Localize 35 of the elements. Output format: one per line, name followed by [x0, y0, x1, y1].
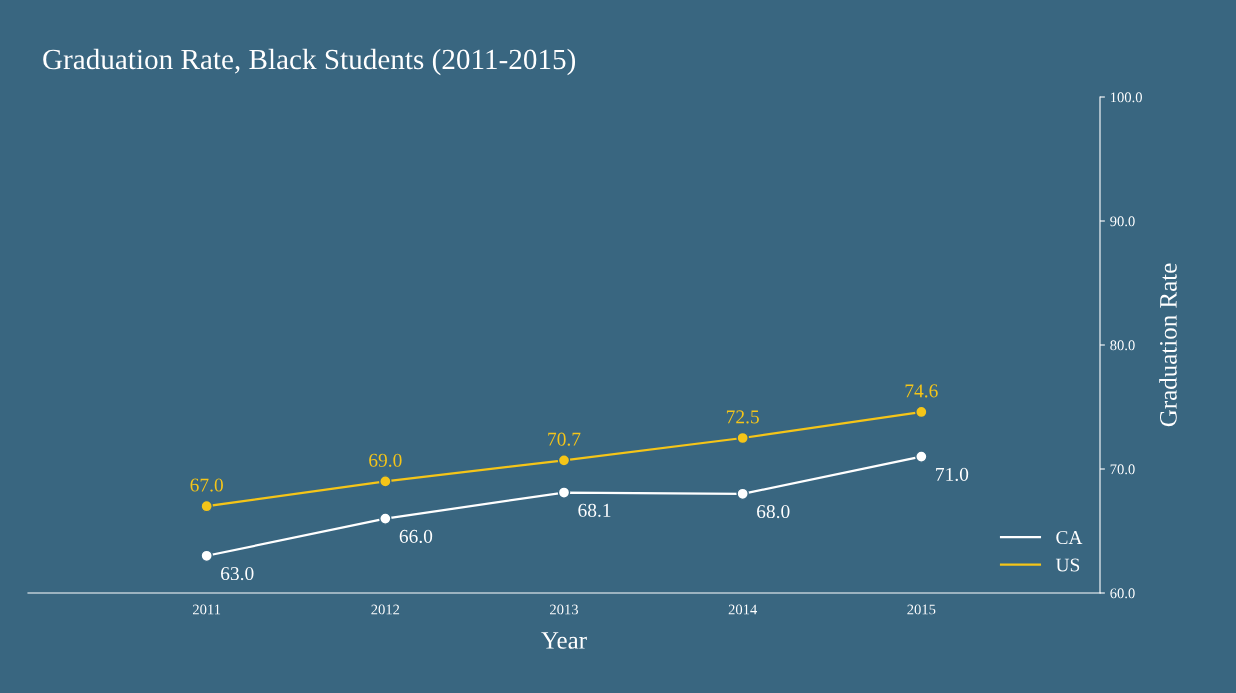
data-label: 69.0: [369, 453, 402, 467]
point: [557, 486, 571, 499]
y-tick-label: 90.0: [1110, 216, 1135, 227]
x-tick-label: 2013: [550, 604, 579, 615]
data-label: 63.0: [221, 566, 254, 581]
x-tick-label: 2014: [728, 604, 758, 615]
point: [379, 512, 392, 525]
data-label: 71.0: [936, 467, 969, 481]
y-tick-label: 60.0: [1110, 588, 1135, 599]
data-label: 72.5: [726, 410, 759, 424]
point: [915, 405, 928, 419]
legend-label: US: [1055, 558, 1080, 572]
data-label: 70.7: [548, 432, 581, 446]
data-label: 66.0: [399, 529, 433, 543]
y-tick-label: 70.0: [1110, 464, 1135, 475]
data-label: 74.6: [905, 384, 938, 398]
y-tick-label: 100.0: [1111, 92, 1142, 103]
data-label: 67.0: [190, 478, 223, 492]
point: [736, 487, 749, 501]
y-tick-label: 80.0: [1110, 340, 1135, 351]
x-tick-label: 2011: [193, 604, 221, 615]
point: [379, 475, 392, 488]
point: [200, 499, 213, 513]
point: [557, 454, 571, 467]
point: [200, 549, 213, 563]
point: [736, 431, 749, 445]
x-tick-label: 2015: [907, 604, 936, 615]
chart-title: Graduation Rate, Black Students (2011-2015): [43, 48, 576, 76]
x-axis-title: Year: [541, 632, 587, 649]
point: [915, 450, 928, 463]
x-tick-label: 2012: [371, 604, 400, 615]
data-label: 68.1: [578, 503, 611, 517]
data-label: 68.0: [757, 504, 790, 519]
y-axis-title: Graduation Rate: [1159, 263, 1177, 427]
legend-label: CA: [1056, 531, 1083, 545]
